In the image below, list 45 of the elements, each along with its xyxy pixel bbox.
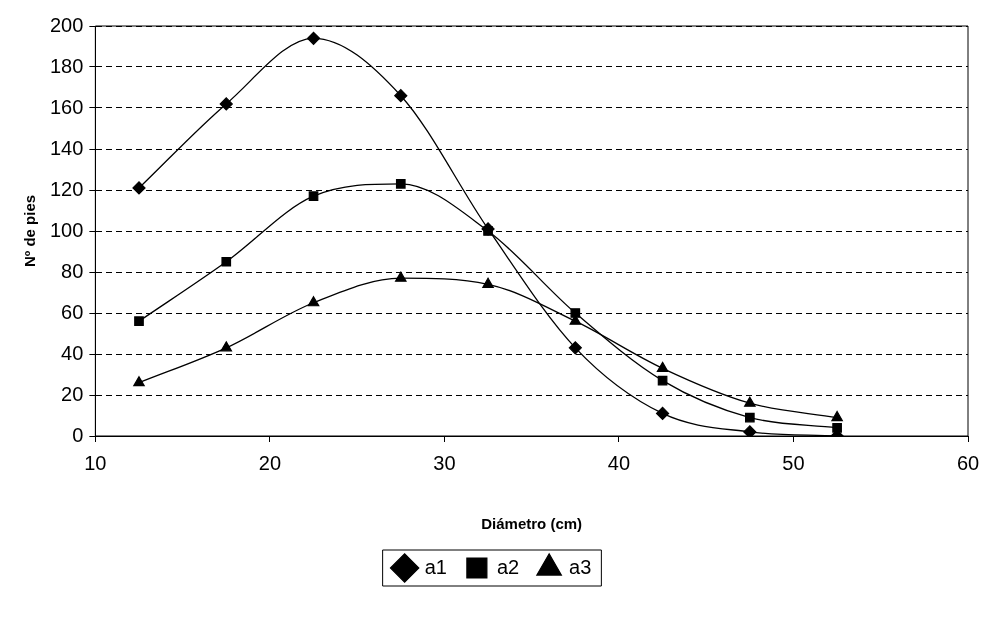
x-tick-label: 40 bbox=[607, 451, 631, 474]
y-tick-label: 100 bbox=[49, 218, 84, 241]
point bbox=[132, 181, 146, 195]
y-tick-label: 200 bbox=[49, 13, 84, 36]
point bbox=[394, 89, 408, 103]
point bbox=[219, 97, 233, 111]
y-tick-label: 40 bbox=[61, 341, 84, 364]
point bbox=[220, 341, 233, 352]
y-tick-label: 80 bbox=[61, 259, 84, 282]
point bbox=[744, 396, 756, 407]
y-tick-label: 140 bbox=[49, 136, 84, 159]
x-tick-label: 60 bbox=[956, 451, 980, 474]
point bbox=[482, 277, 494, 288]
legend-label: a3 bbox=[569, 555, 592, 578]
point bbox=[481, 222, 495, 236]
point bbox=[657, 375, 668, 386]
point bbox=[394, 271, 407, 282]
legend-label: a1 bbox=[424, 555, 447, 578]
point bbox=[133, 376, 145, 387]
point bbox=[221, 256, 232, 267]
point bbox=[656, 361, 669, 372]
y-tick-label: 160 bbox=[49, 95, 84, 118]
y-tick-label: 180 bbox=[49, 54, 84, 77]
point bbox=[308, 191, 319, 201]
x-tick-label: 50 bbox=[782, 451, 805, 474]
x-tick-label: 10 bbox=[84, 451, 107, 474]
point bbox=[395, 179, 406, 189]
x-tick-label: 30 bbox=[433, 451, 456, 474]
point bbox=[570, 308, 581, 318]
y-tick-label: 120 bbox=[49, 177, 84, 200]
y-axis-title: Nº de pies bbox=[21, 194, 39, 268]
x-tick-label: 20 bbox=[258, 451, 282, 474]
point bbox=[568, 341, 582, 355]
x-axis-title: Diámetro (cm) bbox=[481, 515, 583, 533]
point bbox=[743, 425, 757, 436]
point bbox=[134, 316, 144, 327]
point bbox=[306, 31, 321, 45]
y-tick-label: 60 bbox=[61, 300, 84, 323]
point bbox=[655, 406, 670, 421]
point bbox=[745, 412, 755, 423]
legend-label: a2 bbox=[496, 555, 520, 578]
y-tick-label: 0 bbox=[72, 423, 84, 446]
y-tick-label: 20 bbox=[61, 382, 84, 405]
point bbox=[307, 296, 320, 307]
point bbox=[831, 410, 843, 422]
